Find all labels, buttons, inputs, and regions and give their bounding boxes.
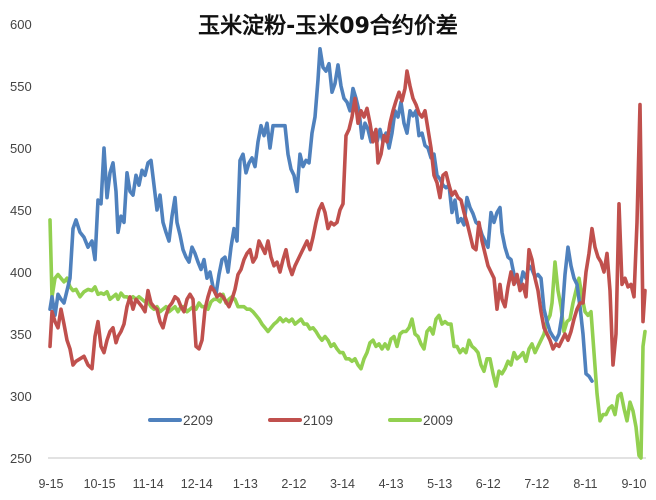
x-tick-label: 1-13 [233, 477, 258, 491]
y-tick-label: 450 [10, 203, 32, 218]
y-axis: 250 300 350 400 450 500 550 600 [10, 17, 32, 466]
legend-item-2209: 2209 [148, 413, 213, 428]
series-line-2009 [48, 218, 647, 460]
y-tick-label: 600 [10, 17, 32, 32]
legend-item-2009: 2009 [388, 413, 453, 428]
x-tick-label: 6-12 [476, 477, 501, 491]
series-line-2209 [48, 46, 594, 383]
y-tick-label: 550 [10, 79, 32, 94]
y-tick-label: 400 [10, 265, 32, 280]
x-tick-label: 10-15 [84, 477, 116, 491]
y-tick-label: 500 [10, 141, 32, 156]
x-tick-label: 9-10 [621, 477, 646, 491]
x-tick-label: 7-12 [524, 477, 549, 491]
series-group [48, 46, 647, 460]
x-tick-label: 9-15 [38, 477, 63, 491]
y-tick-label: 300 [10, 389, 32, 404]
legend-item-2109: 2109 [268, 413, 333, 428]
y-tick-label: 250 [10, 451, 32, 466]
series-line-2109 [48, 69, 647, 371]
y-tick-label: 350 [10, 327, 32, 342]
legend: 2209 2109 2009 [148, 413, 453, 428]
chart-title: 玉米淀粉-玉米09合约价差 [198, 14, 458, 39]
x-tick-label: 4-13 [379, 477, 404, 491]
legend-label: 2109 [303, 413, 333, 428]
x-tick-label: 8-11 [573, 477, 597, 491]
x-tick-label: 5-13 [427, 477, 452, 491]
x-tick-label: 11-14 [133, 477, 164, 491]
x-tick-label: 2-12 [281, 477, 306, 491]
x-tick-label: 12-14 [181, 477, 213, 491]
x-axis: 9-15 10-15 11-14 12-14 1-13 2-12 3-14 4-13 5-13 6… [38, 477, 646, 491]
x-tick-label: 3-14 [330, 477, 355, 491]
legend-label: 2009 [423, 413, 453, 428]
legend-label: 2209 [183, 413, 213, 428]
